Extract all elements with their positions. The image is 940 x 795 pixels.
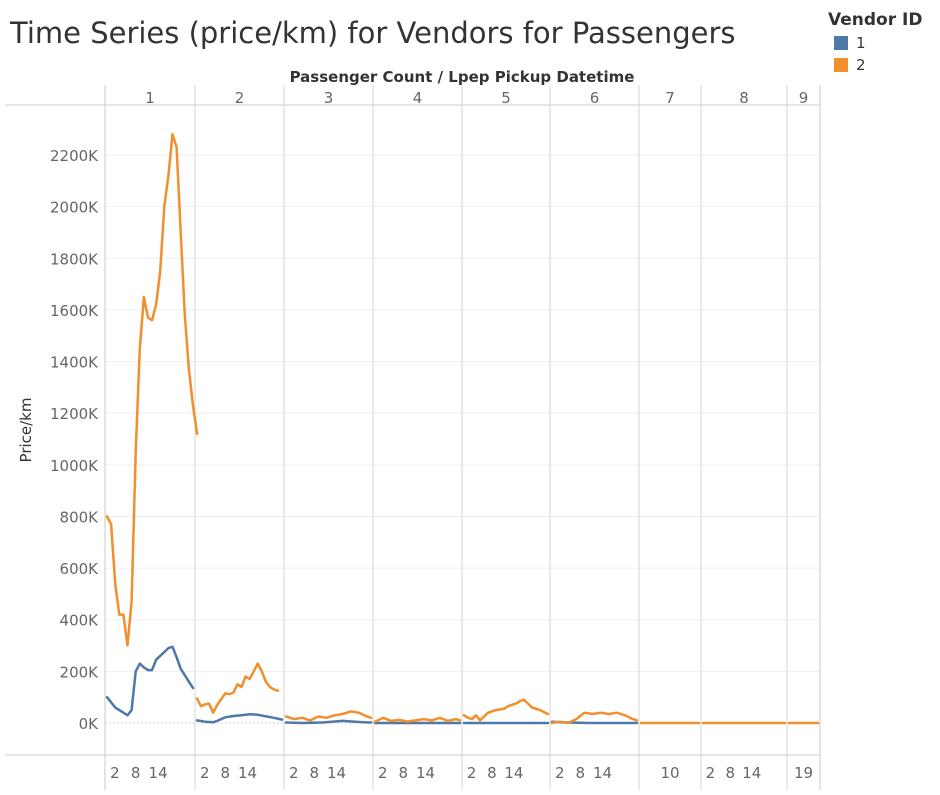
- legend-title: Vendor ID: [828, 10, 923, 30]
- y-tick-label: 1000K: [50, 457, 99, 475]
- x-tick-label: 2: [289, 764, 299, 782]
- y-tick-label: 0K: [79, 715, 100, 733]
- panel-header-label: 2: [235, 89, 245, 107]
- panel-header-label: 9: [799, 89, 809, 107]
- chart-title: Time Series (price/km) for Vendors for P…: [10, 16, 736, 50]
- panel-header-label: 3: [324, 89, 334, 107]
- panel-header-label: 6: [590, 89, 600, 107]
- y-tick-label: 2000K: [50, 199, 99, 217]
- panel-header-label: 5: [501, 89, 511, 107]
- x-tick-label: 8: [220, 764, 230, 782]
- legend: Vendor ID 1 2: [828, 10, 922, 74]
- legend-swatch-vendor-2: [834, 58, 848, 72]
- series-line-vendor-2: [195, 662, 280, 714]
- x-tick-label: 2: [378, 764, 388, 782]
- legend-label-vendor-2: 2: [856, 56, 866, 74]
- x-tick-label: 8: [487, 764, 497, 782]
- y-tick-label: 200K: [60, 663, 100, 681]
- series-line-vendor-1: [105, 645, 195, 717]
- x-tick-label: 14: [149, 764, 168, 782]
- x-tick-label: 8: [575, 764, 585, 782]
- x-tick-label: 14: [327, 764, 346, 782]
- series-line-vendor-2: [550, 711, 639, 725]
- x-tick-label: 2: [467, 764, 477, 782]
- series-line-vendor-2: [105, 133, 199, 647]
- panel-header-label: 8: [739, 89, 749, 107]
- y-axis-label: Price/km: [17, 398, 35, 463]
- x-tick-label: 14: [504, 764, 523, 782]
- y-tick-label: 1200K: [50, 405, 99, 423]
- legend-item-vendor-1[interactable]: 1: [834, 34, 922, 52]
- x-tick-label: 14: [416, 764, 435, 782]
- legend-item-vendor-2[interactable]: 2: [834, 56, 922, 74]
- panel-header-label: 1: [145, 89, 155, 107]
- series-line-vendor-2: [373, 716, 462, 723]
- panel-header-label: 4: [413, 89, 423, 107]
- y-tick-label: 800K: [60, 508, 100, 526]
- series-line-vendor-1: [284, 719, 373, 725]
- x-tick-label: 14: [238, 764, 257, 782]
- column-header-title: Passenger Count / Lpep Pickup Datetime: [290, 68, 635, 86]
- legend-label-vendor-1: 1: [856, 34, 866, 52]
- x-tick-label: 2: [706, 764, 716, 782]
- x-tick-label: 14: [593, 764, 612, 782]
- panel-header-label: 7: [665, 89, 675, 107]
- y-tick-label: 2200K: [50, 147, 99, 165]
- y-tick-label: 600K: [60, 560, 100, 578]
- legend-swatch-vendor-1: [834, 36, 848, 50]
- x-tick-label: 2: [200, 764, 210, 782]
- x-tick-label: 10: [660, 764, 679, 782]
- series-line-vendor-2: [284, 710, 373, 722]
- y-tick-label: 400K: [60, 612, 100, 630]
- series-line-vendor-2: [462, 698, 550, 722]
- x-tick-label: 8: [398, 764, 408, 782]
- x-tick-label: 8: [725, 764, 735, 782]
- x-tick-label: 14: [742, 764, 761, 782]
- x-tick-label: 8: [309, 764, 319, 782]
- x-tick-label: 8: [131, 764, 141, 782]
- y-tick-label: 1600K: [50, 302, 99, 320]
- x-tick-label: 2: [110, 764, 120, 782]
- y-tick-label: 1800K: [50, 250, 99, 268]
- x-tick-label: 19: [794, 764, 813, 782]
- x-tick-label: 2: [555, 764, 565, 782]
- y-tick-label: 1400K: [50, 354, 99, 372]
- series-line-vendor-1: [195, 712, 284, 724]
